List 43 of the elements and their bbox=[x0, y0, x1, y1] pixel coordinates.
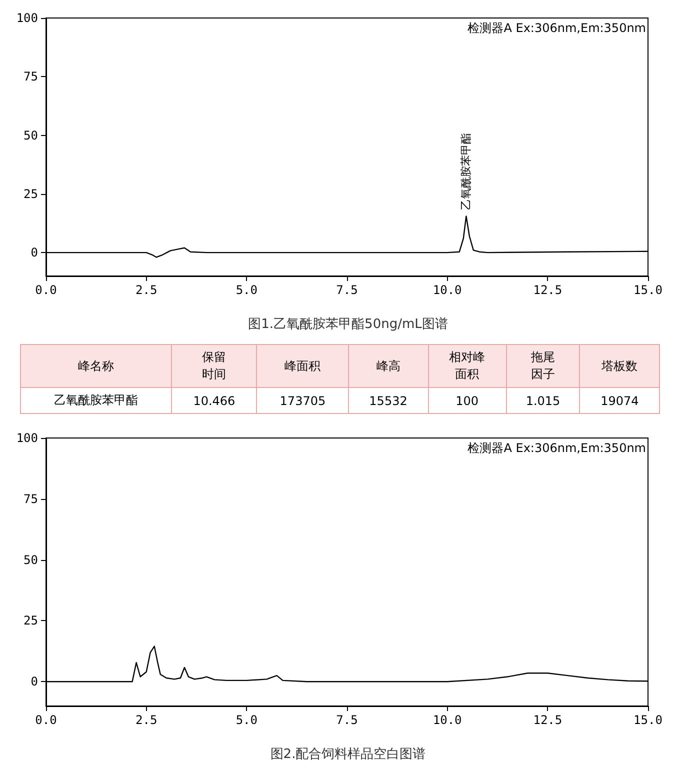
annotation: 乙氧酰胺苯甲酯 bbox=[460, 133, 473, 210]
text: 173705 bbox=[280, 394, 326, 408]
y-tick-label: 75 bbox=[24, 492, 38, 506]
text: 100 bbox=[456, 394, 479, 408]
y-tick-label: 100 bbox=[16, 11, 38, 25]
category-label: 峰名称 bbox=[76, 358, 115, 374]
text: 10.466 bbox=[193, 394, 236, 408]
y-tick-label: 50 bbox=[24, 128, 38, 142]
x-tick-label: 0.0 bbox=[35, 713, 57, 727]
y-tick-label: 25 bbox=[24, 186, 38, 201]
x-tick-label: 10.0 bbox=[432, 283, 462, 297]
x-tick-label: 15.0 bbox=[634, 713, 662, 727]
category-label: 相对峰面积 bbox=[448, 349, 486, 383]
x-tick-label: 2.5 bbox=[135, 283, 158, 297]
text: 15532 bbox=[369, 394, 408, 408]
text: 图2.配合饲料样品空白图谱 bbox=[270, 747, 426, 762]
y-tick-label: 25 bbox=[24, 614, 38, 628]
x-tick-label: 7.5 bbox=[336, 713, 358, 727]
y-tick-label: 0 bbox=[30, 246, 38, 260]
y-tick-label: 0 bbox=[30, 674, 38, 689]
x-tick-label: 5.0 bbox=[236, 713, 258, 727]
x-tick-label: 0.0 bbox=[35, 283, 57, 297]
category-label: 塔板数 bbox=[600, 358, 639, 374]
x-tick-label: 2.5 bbox=[135, 713, 158, 727]
x-tick-label: 10.0 bbox=[432, 713, 462, 727]
x-tick-label: 7.5 bbox=[336, 283, 358, 297]
text: 图1.乙氧酰胺苯甲酯50ng/mL图谱 bbox=[248, 317, 448, 332]
annotation: 检测器A Ex:306nm,Em:350nm bbox=[468, 21, 646, 35]
y-tick-label: 75 bbox=[24, 70, 38, 84]
category-label: 峰高 bbox=[375, 358, 402, 374]
text: 19074 bbox=[600, 394, 639, 408]
text: 1.015 bbox=[526, 394, 560, 408]
x-tick-label: 15.0 bbox=[634, 283, 662, 297]
category-label: 保留时间 bbox=[202, 349, 227, 383]
category-label: 拖尾因子 bbox=[530, 349, 556, 383]
y-tick-label: 100 bbox=[16, 431, 38, 445]
category-label: 峰面积 bbox=[284, 358, 322, 374]
text: 乙氧酰胺苯甲酯 bbox=[54, 393, 138, 407]
x-tick-label: 5.0 bbox=[236, 283, 258, 297]
x-tick-label: 12.5 bbox=[533, 713, 562, 727]
annotation: 检测器A Ex:306nm,Em:350nm bbox=[468, 441, 646, 455]
x-tick-label: 12.5 bbox=[533, 283, 562, 297]
y-tick-label: 50 bbox=[24, 552, 38, 567]
